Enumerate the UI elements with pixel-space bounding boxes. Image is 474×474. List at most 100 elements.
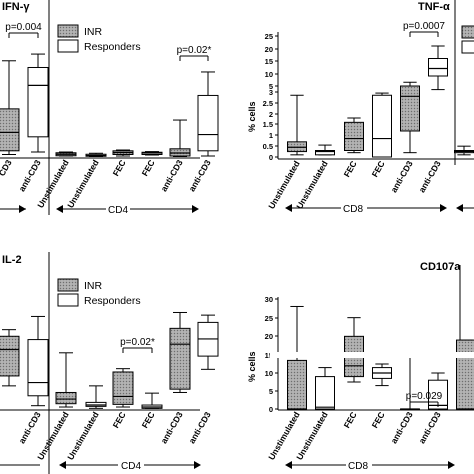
y-tick-label-tnf-4: 2 [269,110,273,119]
y-tick-label-tnf-10: 20 [265,45,273,54]
tick-label-tnf-3: FEC [370,159,387,179]
box-il2-1-box [27,339,49,397]
box-tnf-3-box [372,94,392,158]
box-cd107a-1-box [315,376,335,410]
annotation-text-tnf-0: p=0.0007 [403,21,445,32]
y-tick-label-cd107a-0: 0 [269,405,273,414]
box-tnf-6 [454,145,474,156]
group-axis-label-bg-ifn [106,201,130,215]
box-ifn-5 [141,151,163,156]
tick-label-tnf-4: anti-CD3 [389,159,415,195]
box-tnf-1 [315,144,335,156]
legend-partial-tnf-2 [461,40,474,54]
tick-label-ifn-4: FEC [111,158,128,178]
box-cd107a-1 [315,367,335,410]
box-ifn-1 [27,53,49,153]
tick-label-ifn-7: anti-CD3 [187,158,213,194]
y-axis-label-tnf: % cells [247,101,257,132]
legend-label-responders: Responders [84,41,141,53]
legend-label-responders-2: Responders [84,295,141,307]
box-ifn-3 [85,152,107,157]
tick-label-il2-4: FEC [111,410,128,430]
box-il2-3 [85,385,107,409]
annotation-text-cd107a-0: p=0.029 [406,391,443,402]
group-axis-arrow-left-il2 [59,461,66,469]
box-il2-5 [141,392,163,409]
y-tick-label-tnf-0: 0 [269,153,273,162]
group-axis-arrow-left-end-ifn [19,205,26,213]
panel-title-il2: IL-2 [2,254,22,266]
box-il2-1 [27,315,49,407]
y-tick-label-tnf-8: 10 [265,70,273,79]
group-axis-arrow-left-ifn [56,205,63,213]
box-tnf-3 [372,92,392,158]
box-tnf-2 [344,117,364,154]
box-il2-2 [55,352,77,408]
box-tnf-1-box [315,150,335,156]
tick-label-il2-6: anti-CD3 [159,410,185,446]
y-tick-label-tnf-6: 3 [269,88,273,97]
box-ifn-0-box [0,108,20,152]
tick-label-ifn-0: CD3 [0,158,14,178]
tick-label-cd107a-2: FEC [342,410,359,430]
box-cd107a-2 [344,317,364,383]
y-tick-label-cd107a-5: 25 [265,314,273,323]
tick-label-cd107a-4: anti-CD3 [389,410,415,446]
box-ifn-7 [197,71,219,157]
group-axis-arrow-right-cd107a [448,461,455,469]
group-axis-arrow-left-tnf [285,204,292,212]
y-tick-label-tnf-7: 5 [269,82,273,91]
box-ifn-4 [112,149,134,157]
box-cd107a-0 [287,305,307,410]
y-tick-label-tnf-5: 2.5 [263,99,273,108]
group-axis-arrow-next-tnf [456,204,463,212]
box-il2-4 [112,368,134,408]
group-axis-label-ifn: CD4 [108,205,128,216]
box-il2-4-box [112,371,134,405]
y-tick-label-cd107a-3: 15 [265,351,273,360]
tick-label-cd107a-5: anti-CD3 [417,410,443,446]
annotation-text-ifn-1: p=0.02* [177,45,212,56]
group-axis-label-bg-tnf [341,200,367,214]
group-axis-arrow-right-il2 [194,461,201,469]
box-cd107a-3 [372,363,392,387]
annotation-text-ifn-0: p=0.004 [5,22,42,33]
group-axis-label-cd107a: CD8 [348,461,368,472]
annotation-cd107a-0: p=0.029 [406,391,443,407]
panel-ifn: IFN-γ CD3 anti-CD3UnstimulatedUnstimulate… [0,0,219,216]
y-tick-label-tnf-11: 25 [265,32,273,41]
y-tick-label-cd107a-6: 30 [265,295,273,304]
box-tnf-4-box [400,85,420,132]
panel-title-cd107a: CD107a [420,261,461,273]
y-tick-label-tnf-2: 1 [269,131,273,140]
group-axis-arrow-right-ifn [192,205,199,213]
group-axis-label-tnf: CD8 [343,204,363,215]
y-tick-label-tnf-3: 1.5 [263,120,273,129]
box-tnf-5 [428,45,448,91]
group-axis-label-bg-il2 [118,457,144,471]
group-axis-arrow-left-cd107a [285,461,292,469]
box-il2-0-box [0,335,20,377]
panel-title-tnf: TNF-α [418,1,450,13]
legend-swatch-responders [57,39,79,53]
y-axis-label-cd107a: % cells [247,351,257,382]
y-tick-label-tnf-9: 15 [265,57,273,66]
legend-swatch-responders-2 [57,293,79,307]
annotation-ifn-1: p=0.02* [177,45,212,61]
box-tnf-0 [287,94,307,156]
box-il2-7 [197,314,219,370]
box-ifn-2 [55,151,77,157]
y-tick-label-cd107a-2: 10 [265,369,273,378]
panel-title-ifn: IFN-γ [2,1,30,13]
box-ifn-7-box [197,94,219,152]
box-il2-3-box [85,401,107,407]
y-tick-label-cd107a-1: 5 [269,387,273,396]
box-tnf-5-box [428,58,448,77]
legend-label-inr: INR [84,26,103,38]
box-ifn-0 [0,60,20,155]
legend-swatch-inr [57,24,79,38]
tick-label-tnf-5: anti-CD3 [417,159,443,195]
